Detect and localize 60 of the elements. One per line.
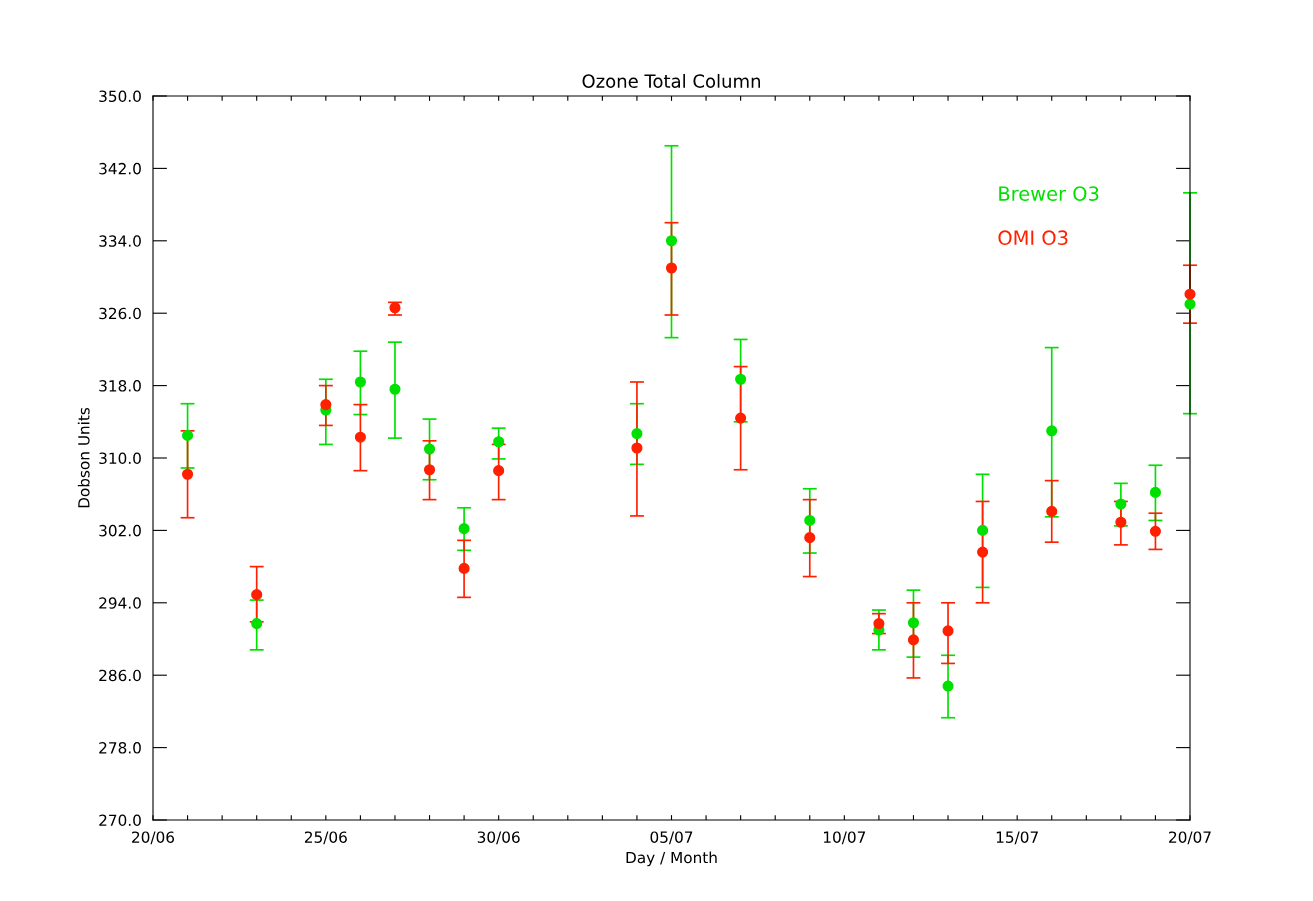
- point: [1115, 498, 1127, 510]
- point: [354, 431, 366, 443]
- y-tick-label: 326.0: [99, 307, 141, 320]
- point: [458, 523, 470, 535]
- y-tick-label: 270.0: [99, 814, 141, 827]
- point: [873, 618, 885, 630]
- point: [907, 634, 920, 646]
- point: [1046, 505, 1058, 517]
- point: [735, 373, 747, 385]
- point: [1046, 425, 1058, 437]
- y-tick-label: 342.0: [99, 162, 141, 175]
- point: [320, 399, 332, 411]
- point: [804, 514, 816, 527]
- x-tick-label: 05/07: [650, 831, 693, 845]
- point: [977, 524, 989, 536]
- point: [1149, 486, 1161, 498]
- point: [665, 235, 678, 247]
- point: [458, 562, 470, 574]
- y-axis-title: Dobson Units: [77, 407, 90, 508]
- point: [631, 442, 643, 454]
- point: [735, 412, 747, 424]
- point: [665, 262, 678, 274]
- y-tick-label: 278.0: [99, 742, 141, 754]
- y-tick-label: 286.0: [99, 669, 141, 682]
- y-tick-label: 318.0: [99, 380, 141, 392]
- x-tick-label: 30/06: [477, 831, 520, 845]
- y-tick-label: 350.0: [99, 90, 141, 103]
- point: [182, 468, 194, 480]
- text: OMI O3: [998, 230, 1068, 246]
- x-tick-label: 10/07: [824, 831, 866, 845]
- point: [907, 617, 920, 629]
- point: [1184, 288, 1196, 300]
- point: [423, 464, 436, 476]
- point: [182, 429, 194, 441]
- text: Brewer O3: [999, 186, 1099, 201]
- point: [977, 546, 989, 558]
- x-tick-label: 20/07: [1169, 831, 1211, 845]
- point: [1115, 516, 1127, 528]
- x-tick-label: 25/06: [304, 831, 347, 845]
- point: [251, 618, 263, 630]
- point: [942, 680, 954, 692]
- chart-title: Ozone Total Column: [582, 73, 761, 88]
- point: [804, 532, 816, 544]
- point: [942, 625, 954, 637]
- point: [354, 376, 366, 388]
- y-tick-label: 302.0: [99, 524, 141, 537]
- point: [631, 428, 643, 440]
- point: [423, 443, 436, 455]
- y-tick-label: 310.0: [99, 452, 141, 465]
- x-axis-title: Day / Month: [626, 851, 717, 867]
- point: [493, 436, 505, 448]
- x-tick-label: 15/07: [996, 831, 1038, 845]
- point: [493, 465, 505, 477]
- point: [251, 589, 263, 601]
- point: [1149, 525, 1161, 537]
- y-tick-label: 334.0: [99, 235, 141, 247]
- x-tick-label: 20/06: [132, 831, 175, 845]
- point: [1184, 298, 1196, 310]
- y-tick-label: 294.0: [99, 597, 141, 609]
- point: [389, 383, 401, 395]
